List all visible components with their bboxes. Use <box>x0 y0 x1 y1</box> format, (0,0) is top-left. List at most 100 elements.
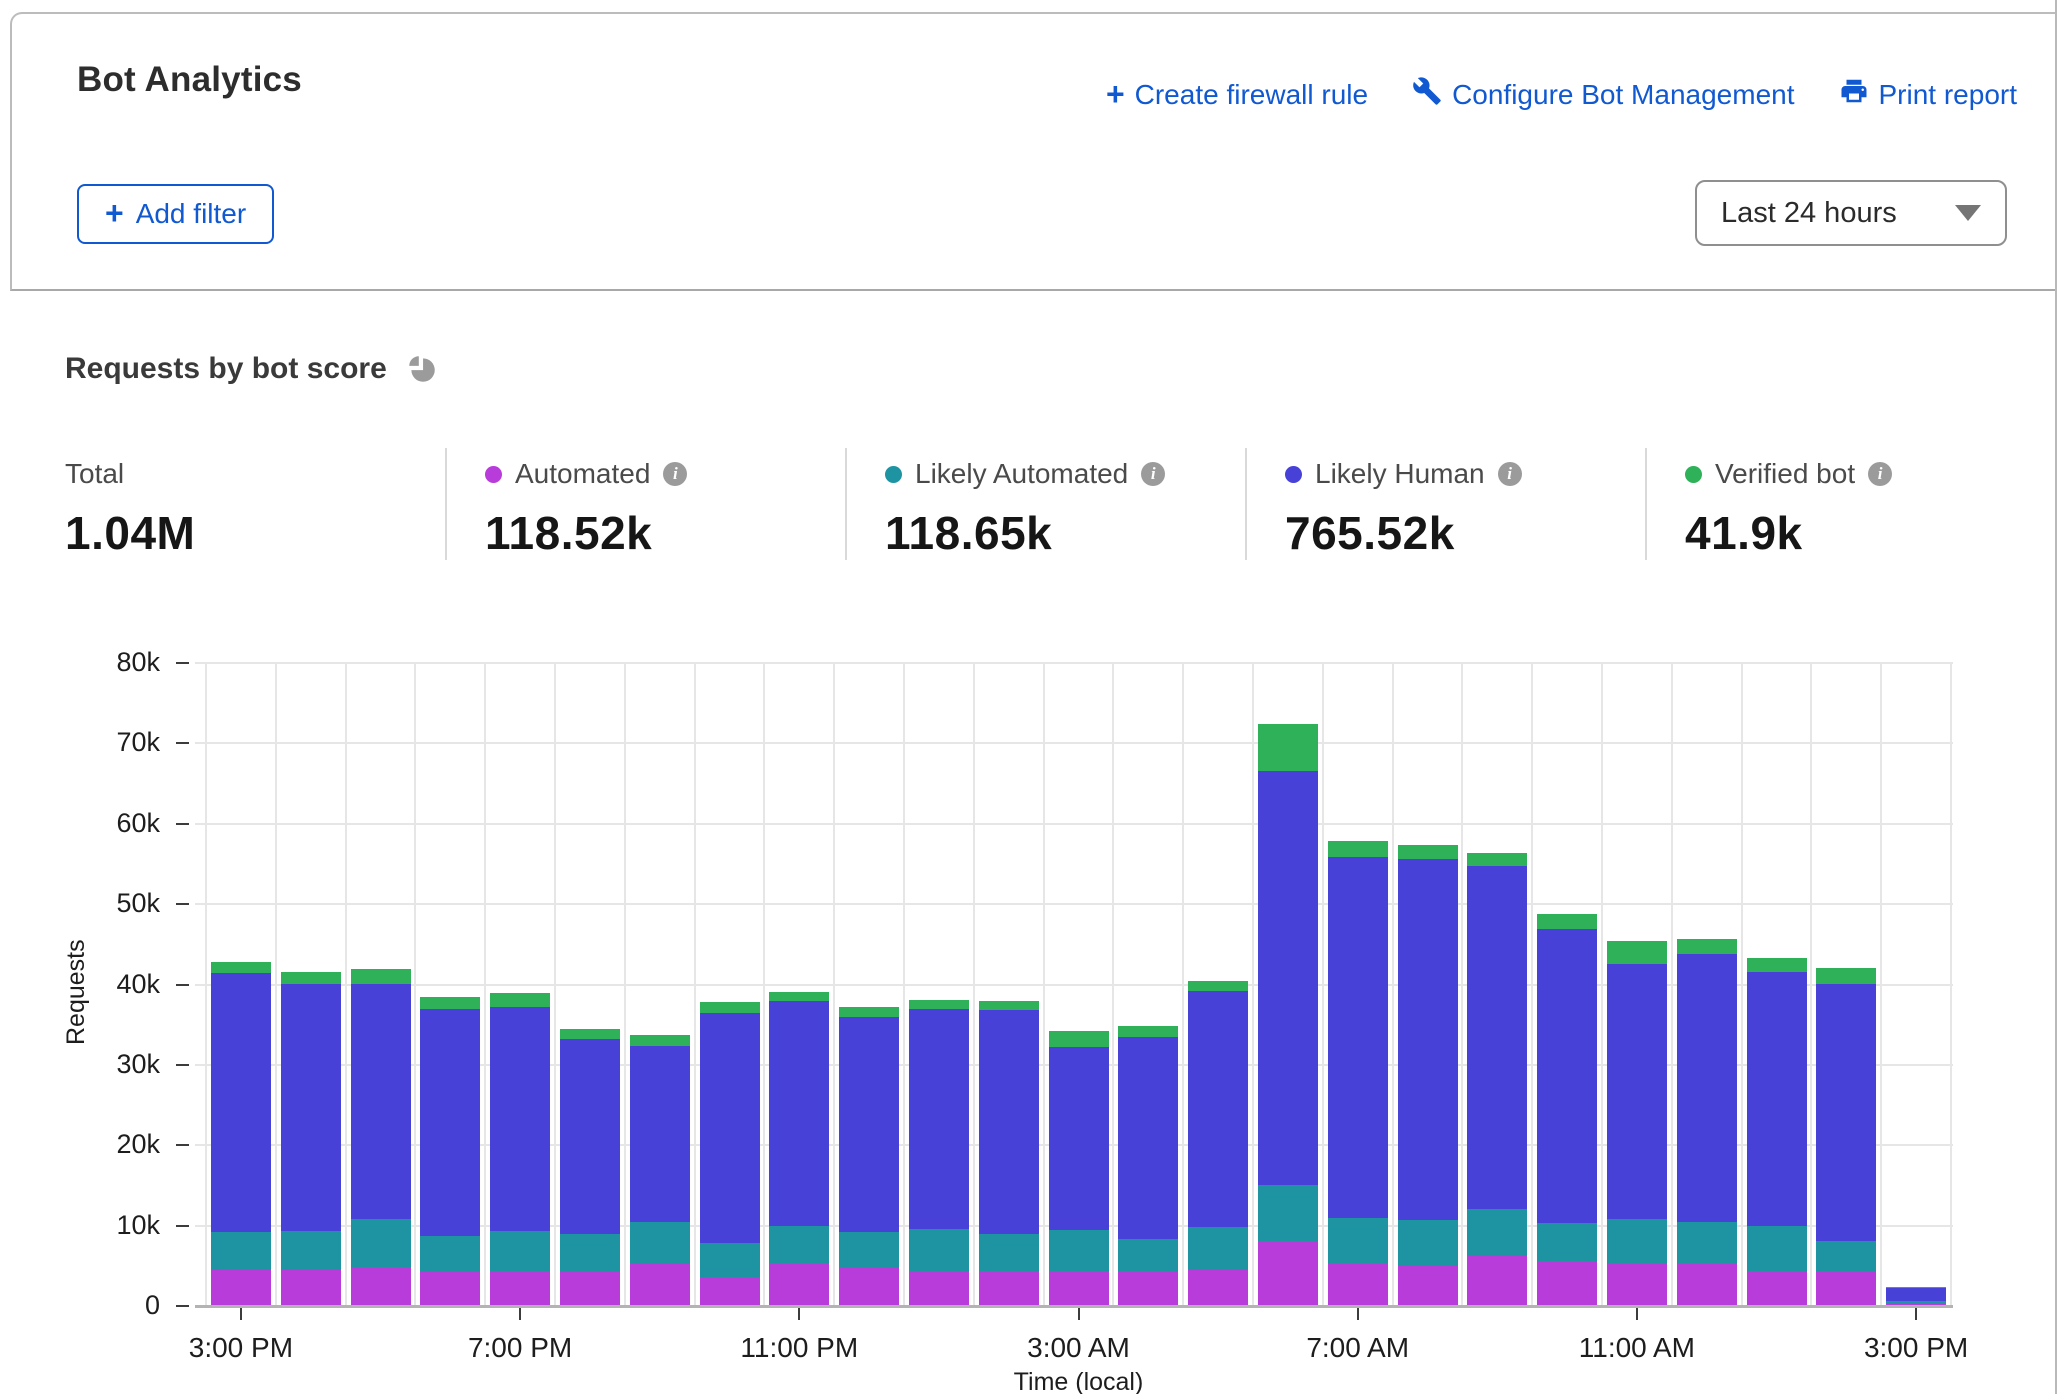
gridline-vertical <box>1112 663 1114 1306</box>
gridline-vertical <box>694 663 696 1306</box>
bar-4-00-am[interactable] <box>1118 1026 1178 1306</box>
bar-segment-verified-bot <box>1328 841 1388 856</box>
bar-segment-likely-human <box>1747 972 1807 1225</box>
x-axis-tick-label: 11:00 PM <box>699 1332 899 1364</box>
bar-segment-verified-bot <box>839 1007 899 1017</box>
bar-5-00-pm[interactable] <box>351 969 411 1306</box>
bar-segment-verified-bot <box>1677 939 1737 953</box>
bar-5-00-am[interactable] <box>1188 981 1248 1306</box>
x-axis-tick-mark <box>798 1308 800 1320</box>
bar-segment-likely-human <box>769 1001 829 1226</box>
bar-segment-automated <box>1049 1271 1109 1306</box>
bar-segment-automated <box>351 1267 411 1306</box>
bar-segment-likely-automated <box>1118 1239 1178 1271</box>
gridline-horizontal <box>195 823 1953 825</box>
x-axis-tick-label: 3:00 PM <box>141 1332 341 1364</box>
bar-segment-likely-human <box>1886 1288 1946 1301</box>
bar-7-00-pm[interactable] <box>490 993 550 1306</box>
bar-segment-automated <box>1188 1270 1248 1306</box>
gridline-vertical <box>1880 663 1882 1306</box>
bar-3-00-pm[interactable] <box>211 962 271 1306</box>
x-axis-tick-mark <box>240 1308 242 1320</box>
gridline-horizontal <box>195 742 1953 744</box>
bar-3-00-pm[interactable] <box>1886 1287 1946 1306</box>
y-axis-tick-label: 30k <box>60 1049 160 1080</box>
bar-2-00-pm[interactable] <box>1816 968 1876 1306</box>
bar-segment-likely-automated <box>1258 1185 1318 1240</box>
bar-segment-automated <box>1607 1263 1667 1306</box>
y-axis-tick-label: 50k <box>60 888 160 919</box>
bar-8-00-pm[interactable] <box>560 1029 620 1306</box>
bar-12-00-pm[interactable] <box>1677 939 1737 1306</box>
bar-segment-automated <box>211 1270 271 1306</box>
bar-segment-verified-bot <box>1188 981 1248 991</box>
gridline-vertical <box>1671 663 1673 1306</box>
bar-segment-likely-automated <box>420 1236 480 1272</box>
bar-4-00-pm[interactable] <box>281 972 341 1306</box>
gridline-vertical <box>624 663 626 1306</box>
gridline-vertical <box>1392 663 1394 1306</box>
bar-segment-likely-automated <box>909 1229 969 1272</box>
bar-1-00-pm[interactable] <box>1747 958 1807 1306</box>
bar-7-00-am[interactable] <box>1328 841 1388 1306</box>
bar-segment-likely-human <box>1537 929 1597 1223</box>
gridline-vertical <box>345 663 347 1306</box>
bar-3-00-am[interactable] <box>1049 1031 1109 1306</box>
bar-segment-automated <box>700 1277 760 1306</box>
bar-9-00-pm[interactable] <box>630 1035 690 1306</box>
x-axis-tick-mark <box>1078 1308 1080 1320</box>
bar-1-00-am[interactable] <box>909 1000 969 1306</box>
bar-segment-automated <box>420 1272 480 1306</box>
bar-11-00-am[interactable] <box>1607 941 1667 1306</box>
gridline-horizontal <box>195 662 1953 664</box>
gridline-vertical <box>903 663 905 1306</box>
y-axis-tick-mark <box>176 1144 189 1146</box>
bar-segment-verified-bot <box>979 1001 1039 1011</box>
bar-segment-likely-human <box>560 1039 620 1234</box>
x-axis-tick-mark <box>1636 1308 1638 1320</box>
bar-segment-likely-human <box>1188 991 1248 1227</box>
bar-segment-likely-automated <box>1467 1209 1527 1256</box>
y-axis-title: Requests <box>62 939 91 1045</box>
bar-segment-likely-automated <box>560 1234 620 1273</box>
bar-segment-automated <box>490 1271 550 1306</box>
bar-segment-verified-bot <box>281 972 341 984</box>
gridline-vertical <box>484 663 486 1306</box>
bar-segment-verified-bot <box>1049 1031 1109 1047</box>
bar-segment-verified-bot <box>1258 724 1318 771</box>
x-axis-tick-label: 11:00 AM <box>1537 1332 1737 1364</box>
bar-segment-automated <box>1467 1256 1527 1306</box>
bar-2-00-am[interactable] <box>979 1001 1039 1306</box>
y-axis-tick-label: 0 <box>60 1290 160 1321</box>
bar-11-00-pm[interactable] <box>769 992 829 1306</box>
y-axis-tick-mark <box>176 1305 189 1307</box>
bar-6-00-pm[interactable] <box>420 997 480 1306</box>
bar-segment-likely-human <box>1467 866 1527 1208</box>
y-axis-tick-label: 70k <box>60 727 160 758</box>
bar-segment-automated <box>560 1272 620 1306</box>
gridline-vertical <box>1043 663 1045 1306</box>
card-right-border <box>2055 0 2057 1394</box>
bar-9-00-am[interactable] <box>1467 853 1527 1306</box>
bar-segment-automated <box>1816 1271 1876 1306</box>
x-axis-tick-label: 3:00 AM <box>979 1332 1179 1364</box>
bar-segment-likely-automated <box>281 1231 341 1270</box>
bar-8-00-am[interactable] <box>1398 845 1458 1306</box>
y-axis-tick-label: 20k <box>60 1129 160 1160</box>
bar-segment-likely-automated <box>1677 1222 1737 1264</box>
bar-segment-verified-bot <box>769 992 829 1001</box>
bar-segment-likely-automated <box>1398 1220 1458 1266</box>
x-axis-title: Time (local) <box>879 1368 1279 1394</box>
bar-6-00-am[interactable] <box>1258 724 1318 1306</box>
bar-10-00-pm[interactable] <box>700 1002 760 1306</box>
y-axis-tick-label: 80k <box>60 647 160 678</box>
x-axis-tick-mark <box>1357 1308 1359 1320</box>
bar-10-00-am[interactable] <box>1537 914 1597 1306</box>
bar-segment-likely-human <box>211 973 271 1232</box>
bar-segment-verified-bot <box>1747 958 1807 972</box>
bar-segment-likely-automated <box>839 1232 899 1268</box>
bar-12-00-am[interactable] <box>839 1007 899 1306</box>
bar-segment-likely-automated <box>979 1234 1039 1271</box>
gridline-vertical <box>973 663 975 1306</box>
bar-segment-likely-human <box>1398 859 1458 1220</box>
